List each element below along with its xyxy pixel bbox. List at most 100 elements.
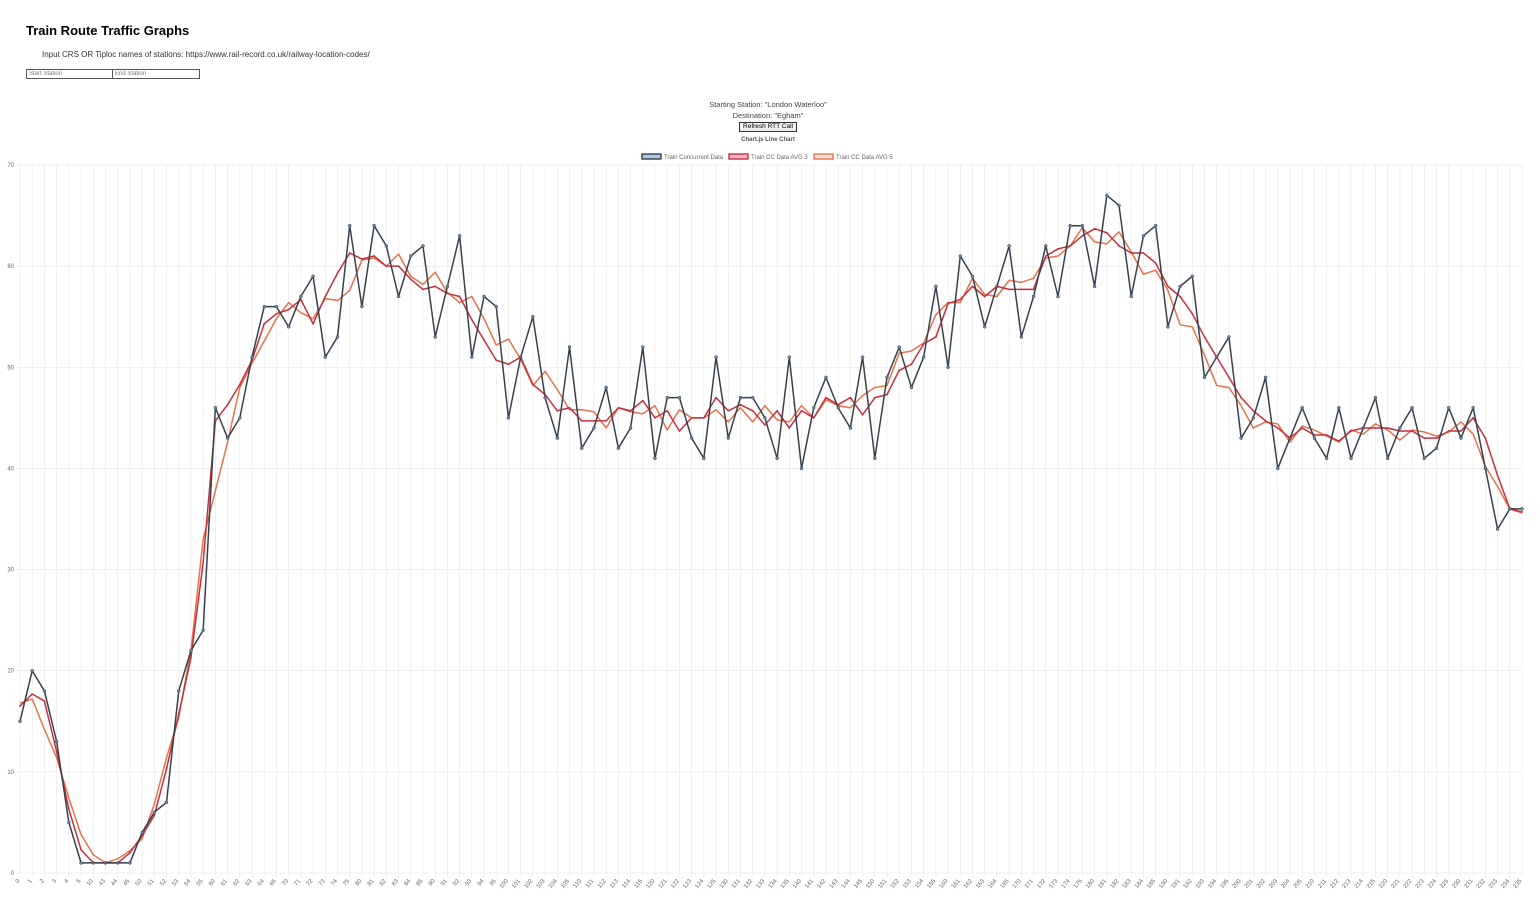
data-point-avg3[interactable] — [92, 861, 95, 864]
data-point[interactable] — [1044, 244, 1048, 248]
data-point-avg3[interactable] — [776, 409, 779, 412]
data-point-avg3[interactable] — [727, 409, 730, 412]
data-point-avg3[interactable] — [519, 356, 522, 359]
data-point[interactable] — [628, 426, 633, 430]
data-point[interactable] — [421, 244, 425, 248]
data-point[interactable] — [360, 304, 364, 309]
data-point-avg3[interactable] — [910, 363, 913, 366]
data-point-avg3[interactable] — [1118, 245, 1120, 247]
data-point[interactable] — [702, 456, 706, 461]
data-point[interactable] — [763, 416, 767, 420]
data-point-avg3[interactable] — [837, 403, 840, 406]
data-point-avg3[interactable] — [947, 302, 949, 305]
data-point[interactable] — [641, 345, 645, 349]
data-point[interactable] — [750, 395, 755, 400]
data-point[interactable] — [250, 355, 254, 359]
data-point-avg3[interactable] — [1142, 252, 1145, 254]
data-point[interactable] — [1251, 416, 1256, 420]
data-point[interactable] — [274, 304, 279, 309]
data-point[interactable] — [836, 405, 840, 410]
data-point[interactable] — [213, 405, 218, 410]
data-point-avg3[interactable] — [422, 288, 424, 291]
data-point[interactable] — [1019, 335, 1024, 339]
data-point-avg3[interactable] — [251, 359, 253, 362]
data-point-avg3[interactable] — [849, 396, 852, 399]
data-point[interactable] — [775, 456, 779, 461]
data-point-avg3[interactable] — [580, 419, 583, 422]
data-point-avg3[interactable] — [1179, 295, 1181, 298]
data-point-avg3[interactable] — [312, 322, 314, 325]
data-point[interactable] — [946, 365, 950, 370]
data-point[interactable] — [1520, 507, 1524, 511]
data-point-avg3[interactable] — [1398, 430, 1401, 432]
data-point-avg3[interactable] — [1264, 419, 1267, 422]
data-point[interactable] — [1495, 527, 1500, 531]
data-point[interactable] — [1434, 446, 1439, 450]
data-point-avg3[interactable] — [593, 419, 595, 422]
data-point-avg3[interactable] — [1203, 336, 1206, 338]
data-point-avg3[interactable] — [1215, 356, 1218, 359]
data-point[interactable] — [79, 861, 83, 865]
data-point[interactable] — [1105, 193, 1109, 198]
data-point[interactable] — [811, 405, 816, 410]
data-point[interactable] — [1276, 466, 1280, 471]
data-point[interactable] — [921, 355, 926, 359]
data-point[interactable] — [1422, 456, 1427, 461]
data-point[interactable] — [384, 244, 389, 248]
data-point-avg3[interactable] — [385, 265, 388, 268]
data-point[interactable] — [152, 810, 157, 815]
data-point[interactable] — [1324, 456, 1329, 461]
data-point-avg3[interactable] — [1044, 255, 1047, 257]
data-point[interactable] — [848, 426, 853, 430]
data-point[interactable] — [225, 436, 230, 440]
data-point[interactable] — [738, 395, 743, 400]
data-point[interactable] — [494, 304, 498, 309]
data-point-avg3[interactable] — [1081, 234, 1084, 237]
data-point-avg3[interactable] — [983, 295, 986, 298]
data-point-avg3[interactable] — [43, 700, 46, 702]
data-point-avg3[interactable] — [116, 861, 119, 864]
data-point-avg3[interactable] — [1435, 437, 1438, 439]
data-point[interactable] — [885, 375, 889, 380]
data-point-avg3[interactable] — [788, 427, 791, 429]
data-point[interactable] — [1153, 223, 1158, 228]
legend-swatch-avg5[interactable] — [813, 153, 834, 160]
data-point-avg3[interactable] — [861, 413, 864, 416]
data-point-avg3[interactable] — [629, 409, 632, 412]
data-point-avg3[interactable] — [1228, 376, 1230, 379]
data-point[interactable] — [567, 345, 572, 349]
data-point-avg3[interactable] — [1337, 440, 1340, 443]
data-point[interactable] — [616, 446, 621, 450]
data-point-avg3[interactable] — [190, 656, 192, 659]
data-point[interactable] — [506, 416, 511, 420]
data-point-avg3[interactable] — [1521, 511, 1523, 513]
data-point[interactable] — [970, 274, 975, 279]
data-point-avg3[interactable] — [202, 561, 205, 564]
data-point-avg3[interactable] — [886, 393, 888, 396]
data-point[interactable] — [1459, 436, 1463, 440]
data-point-avg3[interactable] — [361, 258, 363, 260]
data-point[interactable] — [1446, 405, 1451, 410]
data-point[interactable] — [396, 294, 401, 299]
data-point[interactable] — [1068, 223, 1072, 228]
data-point[interactable] — [1178, 284, 1182, 289]
data-point[interactable] — [1373, 395, 1378, 400]
data-point-avg3[interactable] — [556, 409, 559, 412]
data-point[interactable] — [30, 668, 34, 673]
data-point[interactable] — [1337, 405, 1341, 410]
data-point-avg3[interactable] — [1423, 437, 1426, 439]
data-point-avg3[interactable] — [214, 419, 217, 422]
data-point-avg3[interactable] — [67, 808, 70, 811]
data-point-avg3[interactable] — [324, 295, 327, 298]
legend-swatch-concurrent[interactable] — [641, 153, 662, 160]
data-point-avg3[interactable] — [1020, 288, 1023, 291]
data-point[interactable] — [555, 436, 560, 440]
data-point[interactable] — [604, 385, 608, 390]
data-point[interactable] — [726, 436, 731, 440]
data-point-avg3[interactable] — [666, 409, 669, 412]
data-point-avg3[interactable] — [1069, 245, 1072, 247]
data-point[interactable] — [677, 395, 682, 400]
data-point[interactable] — [665, 395, 669, 400]
data-point-avg3[interactable] — [348, 252, 351, 254]
data-point-avg3[interactable] — [996, 285, 998, 288]
